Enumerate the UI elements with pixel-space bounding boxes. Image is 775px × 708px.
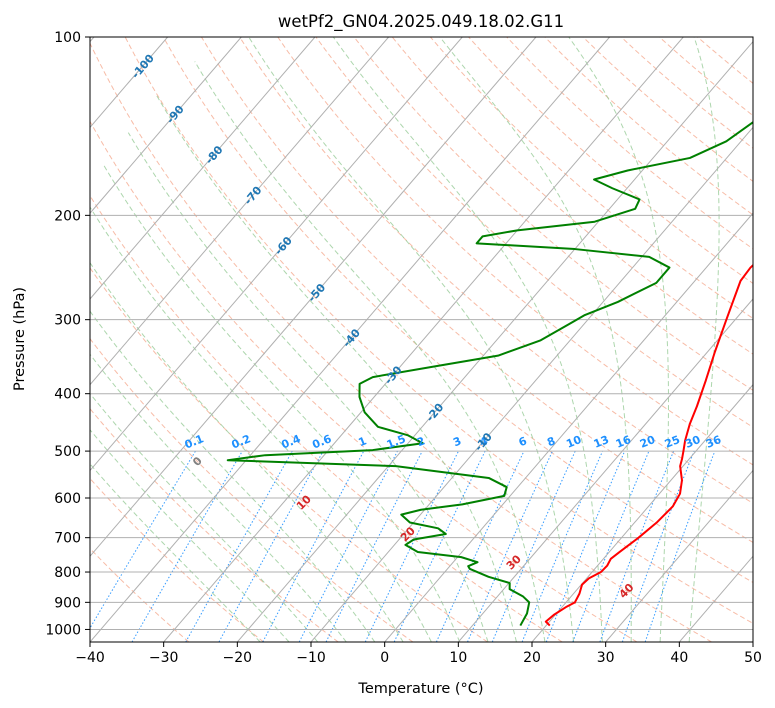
mixing-ratio-label: 1: [357, 434, 369, 449]
moist-adiabat-line: [332, 37, 603, 642]
dry-adiabat-line: [277, 37, 753, 466]
x-tick-label: 50: [744, 650, 762, 666]
y-tick-label: 100: [54, 30, 81, 46]
mixing-ratio-line: [218, 450, 324, 642]
data-layer: [226, 121, 753, 627]
mixing-ratio-label: 30: [683, 433, 702, 451]
dry-adiabat-line: [90, 194, 563, 642]
dry-adiabat-line: [90, 477, 264, 642]
isotherm-gridline: [310, 126, 753, 642]
isotherm-gridline: [90, 37, 316, 300]
y-tick-label: 300: [54, 313, 81, 329]
dewpoint-profile-line: [226, 121, 753, 627]
y-tick-label: 1000: [45, 622, 81, 638]
x-axis-title: Temperature (°C): [357, 681, 483, 697]
x-tick-label: −40: [75, 650, 105, 666]
mixing-ratio-line: [298, 450, 398, 642]
mixing-ratio-label: 36: [704, 433, 723, 451]
y-tick-label: 400: [54, 387, 81, 403]
y-tick-label: 200: [54, 208, 81, 224]
y-tick-label: 600: [54, 491, 81, 507]
mixing-ratio-line: [644, 450, 716, 642]
dry-adiabat-line: [353, 37, 753, 391]
mixing-ratio-label: 8: [545, 434, 557, 449]
dry-adiabat-line: [391, 37, 753, 355]
dry-adiabat-line: [239, 37, 753, 504]
y-tick-label: 700: [54, 531, 81, 547]
temperature-profile-line: [544, 263, 753, 627]
mixing-ratio-line: [599, 450, 675, 642]
isotherm-gridline: [236, 40, 753, 642]
x-tick-label: 30: [597, 650, 615, 666]
moist-adiabat-line: [155, 94, 517, 642]
moist-adiabat-line: [439, 37, 632, 642]
isotherm-gridline: [531, 383, 753, 642]
y-tick-label: 800: [54, 565, 81, 581]
isotherm-gridline: [90, 37, 390, 386]
plot-frame: [89, 36, 754, 643]
x-tick-label: 40: [670, 650, 688, 666]
moist-adiabat-line: [90, 261, 404, 642]
mixing-ratio-line: [435, 450, 525, 642]
mixing-ratio-label: 10: [564, 433, 583, 451]
mixing-ratio-line: [467, 450, 553, 642]
isotherm-gridline: [605, 469, 753, 642]
moist-adiabat-line: [568, 37, 669, 642]
dry-adiabat-line: [90, 42, 712, 642]
x-tick-label: 0: [380, 650, 389, 666]
moist-adiabat-line: [90, 353, 347, 642]
moist-adiabat-line: [688, 37, 720, 642]
mixing-ratio-line: [262, 450, 365, 642]
grid-layer: [90, 37, 753, 642]
moist-adiabat-line: [90, 206, 432, 642]
x-tick-label: −10: [296, 650, 326, 666]
mixing-ratio-label: 25: [663, 433, 682, 451]
y-tick-label: 900: [54, 595, 81, 611]
mixing-ratio-line: [521, 450, 604, 642]
mixing-ratio-line: [572, 450, 650, 642]
mixing-ratio-label: 20: [638, 433, 657, 451]
dry-adiabat-line: [162, 37, 753, 584]
y-tick-label: 500: [54, 444, 81, 460]
mixing-ratio-line: [325, 450, 423, 642]
x-tick-label: −20: [223, 650, 253, 666]
x-tick-label: −30: [149, 650, 179, 666]
mixing-ratio-label: 2: [415, 434, 427, 449]
mixing-ratio-line: [185, 450, 293, 642]
moist-adiabat-line: [103, 165, 461, 642]
moist-adiabat-line: [90, 463, 261, 642]
isotherm-gridline: [384, 212, 753, 642]
moist-adiabat-line: [90, 310, 376, 642]
dry-adiabat-line: [124, 37, 753, 624]
mixing-ratio-label: 16: [614, 433, 633, 451]
dry-adiabat-line: [90, 407, 339, 642]
mixing-ratio-label: 13: [592, 433, 611, 451]
mixing-ratio-line: [90, 450, 196, 630]
x-tick-label: 20: [523, 650, 541, 666]
plot-area: [90, 37, 753, 642]
moist-adiabat-line: [248, 37, 575, 642]
isotherm-gridline: [90, 37, 242, 214]
mixing-ratio-line: [545, 450, 626, 642]
dry-adiabat-line: [90, 267, 488, 642]
isotherm-gridline: [163, 37, 684, 642]
moist-adiabat-line: [194, 61, 546, 642]
isotherm-gridline: [90, 37, 611, 642]
isotherm-gridline: [457, 298, 753, 642]
dry-adiabat-line: [90, 120, 638, 642]
moist-adiabat-line: [90, 392, 319, 642]
mixing-ratio-line: [621, 450, 695, 642]
chart-title: wetPf2_GN04.2025.049.18.02.G11: [278, 12, 564, 32]
axis-ticks: −40 −30 −20 −10 0 10 20 30 40 50 1000 900 800 700 600 5…: [45, 30, 762, 666]
x-tick-label: 10: [449, 650, 467, 666]
y-axis-title: Pressure (hPa): [12, 287, 28, 391]
isotherm-gridline: [90, 37, 537, 557]
isotherm-gridline: [90, 37, 463, 472]
mixing-ratio-label: 3: [451, 434, 463, 449]
